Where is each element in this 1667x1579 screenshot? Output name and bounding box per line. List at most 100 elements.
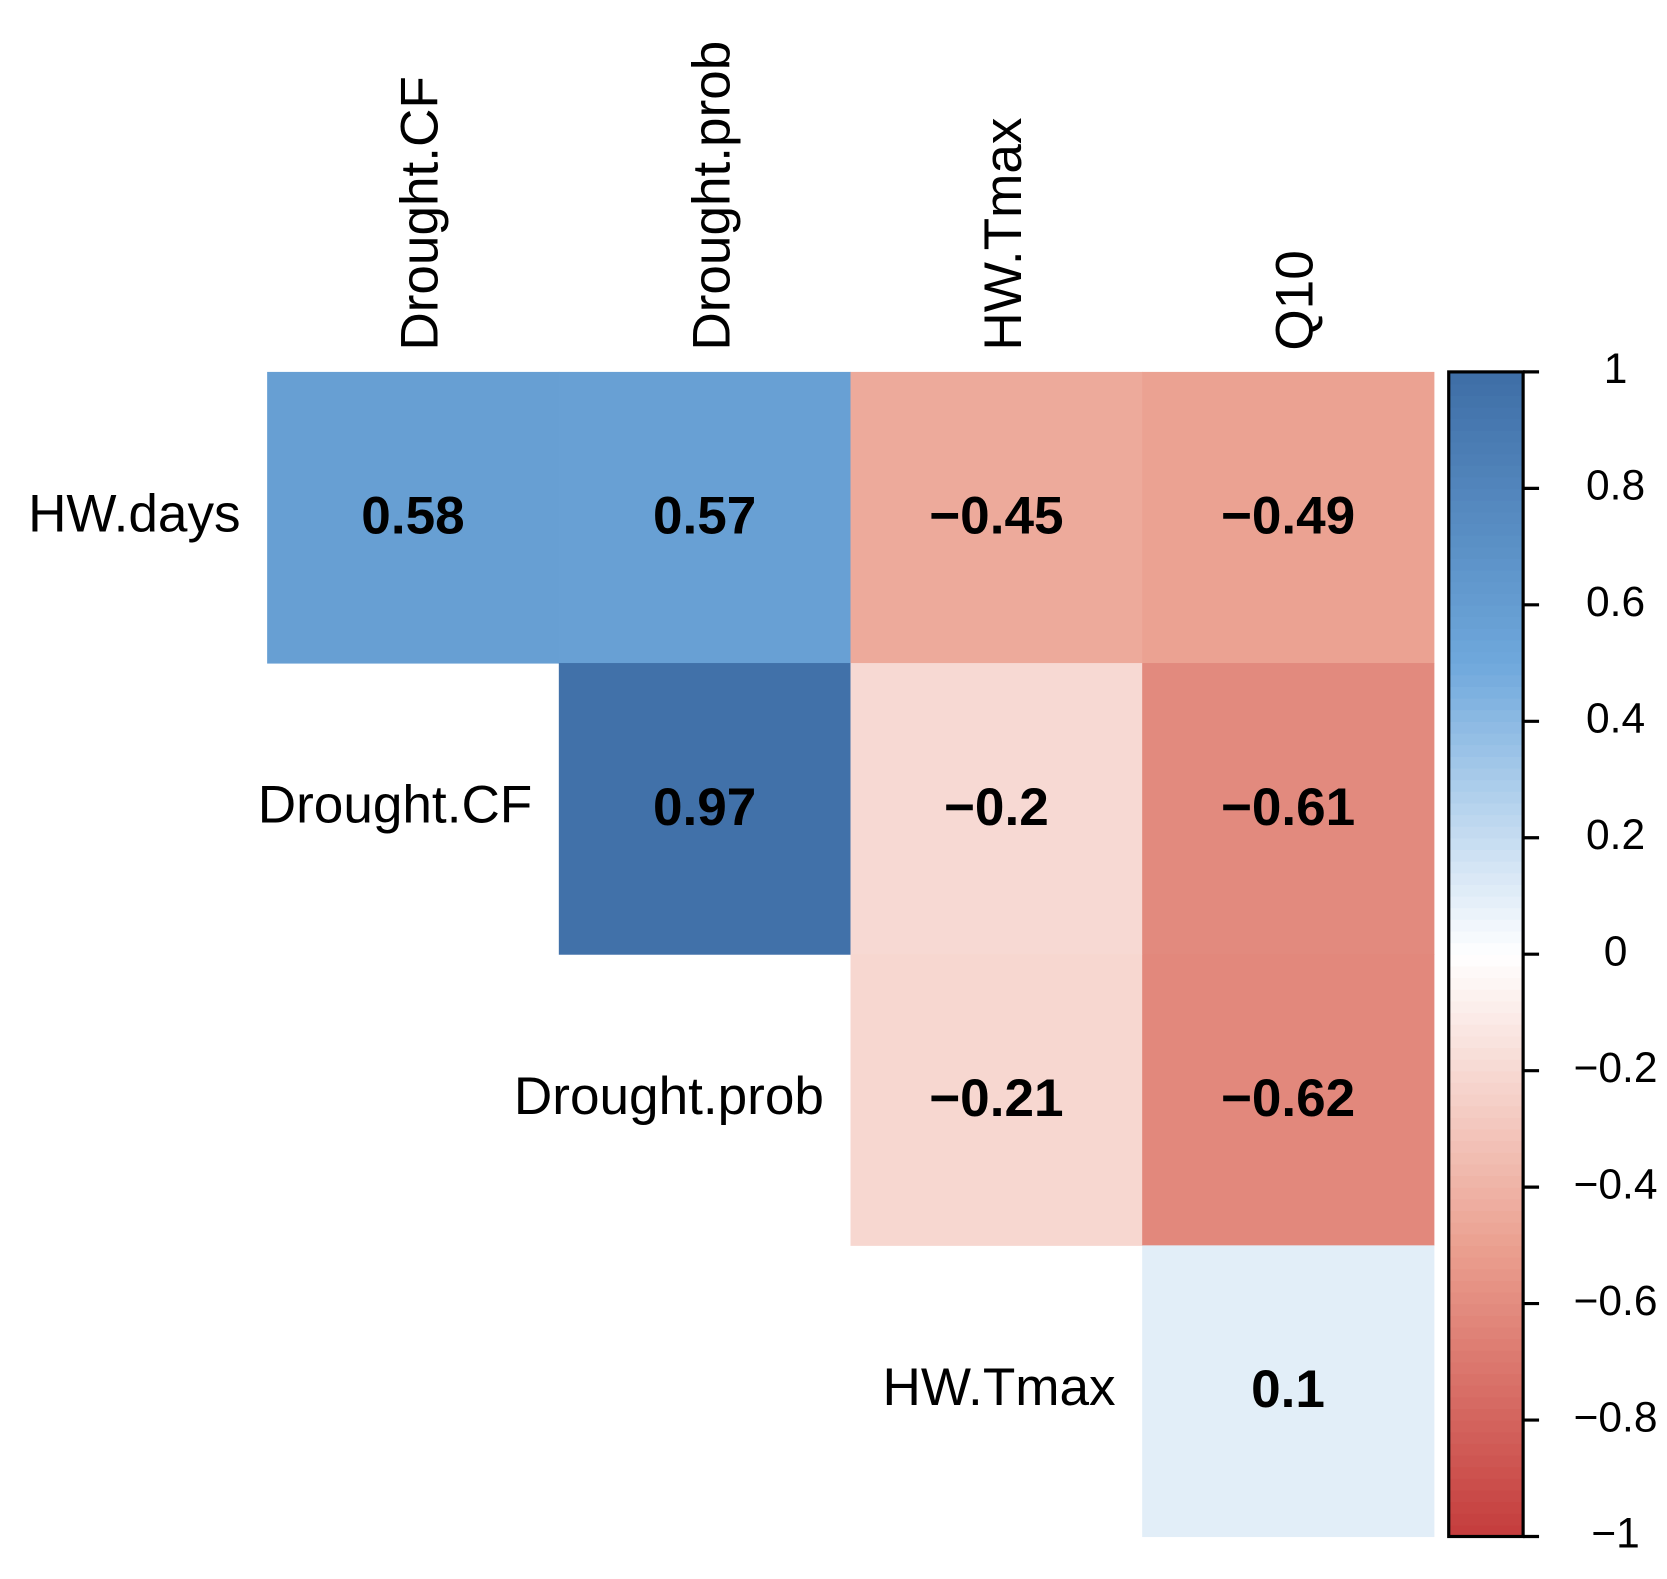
colorbar-step: [1448, 861, 1524, 874]
cell: [850, 954, 1143, 1246]
colorbar-step: [1448, 1047, 1524, 1060]
colorbar-step: [1448, 1210, 1524, 1223]
row-label: Drought.CF: [258, 776, 532, 835]
colorbar-tick-label: 0.6: [1586, 579, 1645, 626]
colorbar-step: [1448, 1443, 1524, 1456]
colorbar-step: [1448, 1454, 1524, 1468]
colorbar-step: [1448, 628, 1524, 641]
colorbar-step: [1448, 884, 1524, 897]
cell-value: −0.21: [929, 1069, 1063, 1128]
colorbar-step: [1448, 1303, 1524, 1316]
colorbar-step: [1448, 406, 1524, 420]
colorbar-step: [1448, 919, 1524, 932]
colorbar-step: [1448, 395, 1524, 408]
row-label: HW.days: [28, 485, 241, 544]
colorbar-step: [1448, 569, 1524, 583]
colorbar-step: [1448, 1070, 1524, 1083]
colorbar-step: [1448, 826, 1524, 839]
colorbar-step: [1448, 511, 1524, 524]
colorbar-step: [1448, 697, 1524, 711]
colorbar-step: [1448, 1338, 1524, 1351]
colorbar-tick-label: −1: [1591, 1511, 1639, 1558]
colorbar-step: [1448, 383, 1524, 396]
colorbar-step: [1448, 942, 1524, 955]
colorbar-step: [1448, 1000, 1524, 1014]
colorbar-step: [1448, 465, 1524, 478]
colorbar-step: [1448, 872, 1524, 885]
colorbar-step: [1448, 488, 1524, 501]
colorbar-step: [1448, 476, 1524, 490]
colorbar-step: [1448, 1152, 1524, 1165]
colorbar-step: [1448, 371, 1524, 385]
colorbar-step: [1448, 954, 1524, 967]
colorbar-tick-label: 0.8: [1586, 463, 1645, 510]
colorbar-step: [1448, 674, 1524, 687]
colorbar-step: [1448, 1408, 1524, 1421]
colorbar-step: [1448, 1268, 1524, 1281]
colorbar-step: [1448, 523, 1524, 536]
colorbar-step: [1448, 1385, 1524, 1398]
colorbar-step: [1448, 767, 1524, 781]
cell-value: −0.45: [929, 487, 1063, 546]
colorbar-step: [1448, 1117, 1524, 1130]
colorbar-step: [1448, 593, 1524, 606]
colorbar-step: [1448, 1035, 1524, 1049]
colorbar-step: [1448, 1024, 1524, 1037]
colorbar-step: [1448, 1198, 1524, 1212]
cell: [850, 371, 1143, 664]
colorbar-step: [1448, 1431, 1524, 1444]
colorbar-step: [1448, 1466, 1524, 1479]
colorbar-step: [1448, 1350, 1524, 1363]
colorbar-step: [1448, 779, 1524, 792]
colorbar-step: [1448, 756, 1524, 769]
colorbar-step: [1448, 1326, 1524, 1340]
colorbar-step: [1448, 604, 1524, 618]
colorbar-step: [1448, 1222, 1524, 1235]
colorbar-step: [1448, 791, 1524, 804]
cell: [1142, 663, 1435, 955]
cell-value: 0.97: [653, 778, 756, 837]
colorbar-step: [1448, 639, 1524, 653]
colorbar-step: [1448, 1524, 1524, 1538]
colorbar-step: [1448, 1012, 1524, 1025]
colorbar-step: [1448, 1059, 1524, 1072]
colorbar-tick-label: −0.4: [1574, 1161, 1658, 1208]
colorbar-step: [1448, 930, 1524, 944]
row-label: Drought.prob: [514, 1067, 824, 1126]
colorbar-tick-label: −0.8: [1574, 1394, 1658, 1441]
colorbar-step: [1448, 686, 1524, 699]
colorbar-step: [1448, 1291, 1524, 1305]
colorbar-step: [1448, 1082, 1524, 1095]
colorbar-tick-label: −0.2: [1574, 1045, 1658, 1092]
colorbar-step: [1448, 1105, 1524, 1118]
colorbar-step: [1448, 1315, 1524, 1328]
cell-value: −0.2: [944, 778, 1049, 837]
colorbar-tick-label: 0.2: [1586, 812, 1645, 859]
colorbar-step: [1448, 814, 1524, 827]
colorbar-step: [1448, 534, 1524, 548]
cell: [558, 371, 852, 664]
colorbar-tick-label: −0.6: [1574, 1278, 1658, 1325]
colorbar-step: [1448, 1420, 1524, 1433]
colorbar-step: [1448, 1093, 1524, 1107]
colorbar-step: [1448, 616, 1524, 629]
colorbar-step: [1448, 430, 1524, 443]
colorbar-step: [1448, 744, 1524, 757]
colorbar-tick-label: 1: [1604, 346, 1628, 393]
cell-value: 0.57: [653, 487, 756, 546]
colorbar-step: [1448, 651, 1524, 664]
cell: [558, 663, 852, 955]
colorbar-step: [1448, 709, 1524, 722]
colorbar-tick-label: 0.4: [1586, 696, 1645, 743]
colorbar-step: [1448, 441, 1524, 455]
column-label: Q10: [1266, 250, 1325, 350]
colorbar-step: [1448, 500, 1524, 513]
colorbar-step: [1448, 989, 1524, 1002]
cell-value: −0.49: [1221, 487, 1355, 546]
colorbar-step: [1448, 1175, 1524, 1188]
colorbar-step: [1448, 721, 1524, 734]
cell: [1142, 1245, 1435, 1538]
colorbar-step: [1448, 802, 1524, 816]
